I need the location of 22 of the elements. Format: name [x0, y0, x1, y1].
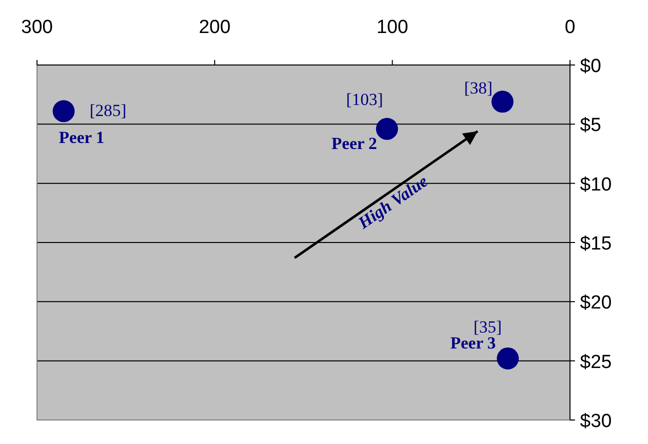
x-tick-label: 100	[376, 17, 408, 38]
series-label: Peer 1	[58, 128, 104, 148]
point	[52, 100, 75, 122]
x-tick-label: 200	[198, 17, 231, 38]
y-tick-label: $30	[580, 411, 612, 432]
annotation: [103]	[346, 90, 384, 109]
x-tick-label: 300	[21, 17, 53, 38]
annotation: High Value	[354, 171, 432, 234]
y-tick-label: $10	[580, 174, 612, 196]
annotation: [285]	[90, 101, 126, 120]
point	[491, 90, 514, 113]
annotation: [35]	[473, 317, 502, 336]
point	[376, 118, 398, 140]
point	[496, 347, 519, 370]
annotation: [38]	[464, 78, 492, 98]
series-label: Peer 2	[332, 134, 378, 153]
y-tick-label: $25	[580, 352, 612, 373]
y-tick-label: $20	[580, 292, 612, 314]
y-tick-label: $5	[580, 115, 602, 136]
y-tick-label: $0	[580, 56, 602, 77]
x-tick-label: 0	[564, 17, 576, 38]
y-tick-label: $15	[580, 234, 612, 254]
